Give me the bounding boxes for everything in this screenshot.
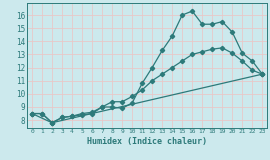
X-axis label: Humidex (Indice chaleur): Humidex (Indice chaleur) <box>87 137 207 146</box>
